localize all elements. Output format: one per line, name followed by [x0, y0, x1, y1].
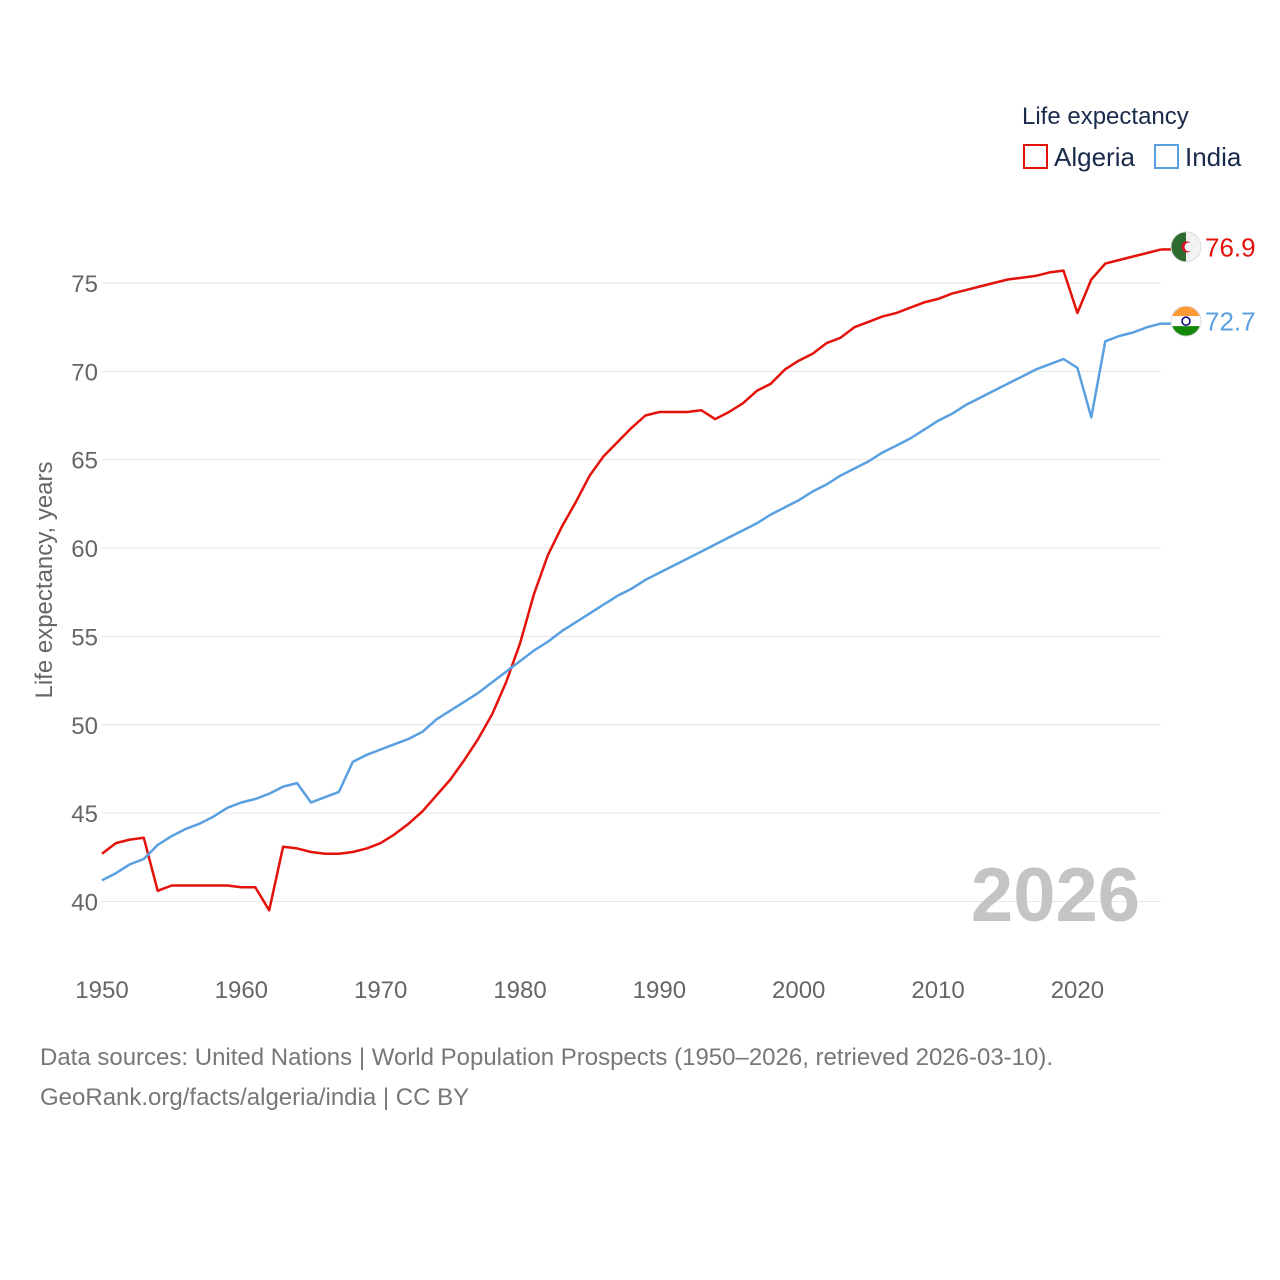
y-tick-label: 65	[71, 448, 98, 475]
y-axis-ticks: 40 45 50 55 60 65 70 75	[71, 271, 98, 916]
y-tick-label: 50	[71, 713, 98, 740]
series-lines	[101, 248, 1162, 912]
x-axis-ticks: 1950 1960 1970 1980 1990 2000 2010 2020	[75, 977, 1104, 1004]
legend-swatch	[1023, 144, 1048, 169]
india-flag-icon	[1171, 306, 1201, 337]
year-overlay: 2026	[971, 853, 1140, 938]
end-label-algeria: 76.9	[1205, 232, 1256, 262]
series-line-algeria[interactable]	[101, 248, 1162, 912]
x-tick-label: 1990	[633, 977, 686, 1004]
y-axis-title: Life expectancy, years	[31, 461, 58, 698]
x-tick-label: 2000	[772, 977, 825, 1004]
y-tick-label: 40	[71, 889, 98, 916]
x-tick-label: 1980	[493, 977, 546, 1004]
y-tick-label: 70	[71, 359, 98, 386]
legend-label: India	[1185, 142, 1242, 172]
y-tick-label: 75	[71, 271, 98, 298]
data-source-note: Data sources: United Nations | World Pop…	[40, 1044, 1054, 1071]
x-tick-label: 1950	[75, 977, 128, 1004]
legend-label: Algeria	[1054, 142, 1135, 172]
y-tick-label: 60	[71, 536, 98, 563]
legend-swatch	[1154, 144, 1179, 169]
legend-item-india[interactable]: India	[1154, 142, 1242, 172]
y-tick-label: 55	[71, 624, 98, 651]
grid-lines	[102, 282, 1161, 902]
y-tick-label: 45	[71, 801, 98, 828]
series-end-markers: 76.9 72.7	[1161, 231, 1256, 337]
algeria-flag-icon	[1171, 231, 1201, 262]
x-tick-label: 1960	[215, 977, 268, 1004]
life-expectancy-chart: 40 45 50 55 60 65 70 75 1950 1960 1970 1980 1990 200…	[31, 103, 1256, 1004]
end-label-india: 72.7	[1205, 307, 1256, 337]
credit-link[interactable]: GeoRank.org/facts/algeria/india | CC BY	[40, 1084, 470, 1111]
legend[interactable]: Life expectancy Algeria India	[1022, 103, 1242, 172]
x-tick-label: 2020	[1051, 977, 1104, 1004]
legend-title: Life expectancy	[1022, 103, 1189, 130]
x-tick-label: 2010	[911, 977, 964, 1004]
legend-item-algeria[interactable]: Algeria	[1023, 142, 1135, 172]
series-line-india[interactable]	[101, 322, 1162, 882]
x-tick-label: 1970	[354, 977, 407, 1004]
